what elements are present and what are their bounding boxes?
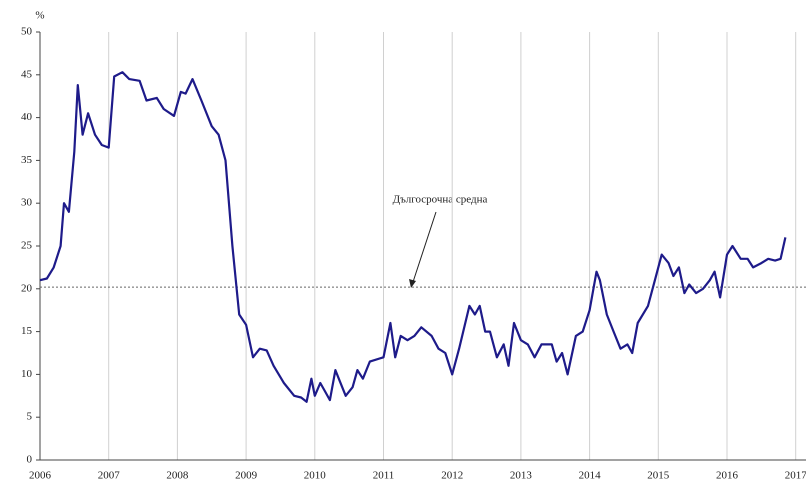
y-axis-label: % — [35, 10, 44, 22]
y-tick-label: 35 — [21, 154, 33, 166]
x-tick-label: 2011 — [373, 470, 395, 482]
y-tick-label: 20 — [21, 282, 33, 294]
x-tick-label: 2010 — [304, 470, 327, 482]
x-tick-label: 2007 — [98, 470, 121, 482]
x-tick-label: 2008 — [166, 470, 189, 482]
x-tick-label: 2013 — [510, 470, 533, 482]
y-tick-label: 40 — [21, 111, 33, 123]
annotation: Дългосрочна средна — [393, 194, 488, 206]
x-tick-label: 2017 — [785, 470, 806, 482]
y-tick-label: 30 — [21, 197, 33, 209]
y-tick-label: 45 — [21, 68, 33, 80]
x-tick-label: 2016 — [716, 470, 739, 482]
data-line — [39, 71, 787, 403]
annotation-arrow — [412, 211, 437, 283]
y-tick-label: 5 — [27, 411, 33, 423]
y-tick-label: 15 — [21, 325, 33, 337]
x-tick-label: 2015 — [647, 470, 670, 482]
x-tick-label: 2014 — [579, 470, 602, 482]
x-tick-label: 2012 — [441, 470, 463, 482]
arrow-head — [409, 279, 416, 288]
y-tick-label: 25 — [21, 240, 33, 252]
y-tick-label: 0 — [27, 454, 33, 466]
y-tick-label: 10 — [21, 368, 33, 380]
x-tick-label: 2009 — [235, 470, 258, 482]
y-tick-label: 50 — [21, 26, 33, 38]
x-tick-label: 2006 — [29, 470, 52, 482]
